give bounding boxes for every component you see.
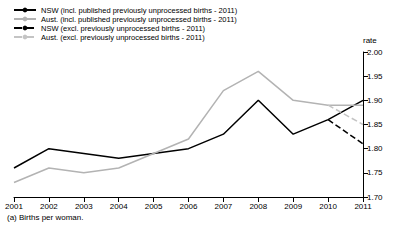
svg-text:2006: 2006 [180,202,198,211]
svg-text:rate: rate [363,36,377,45]
svg-text:2.00: 2.00 [367,48,383,57]
svg-text:1.90: 1.90 [367,96,383,105]
svg-text:1.85: 1.85 [367,120,383,129]
svg-text:(a) Births per woman.: (a) Births per woman. [7,213,83,222]
svg-text:1.75: 1.75 [367,168,383,177]
svg-text:2011: 2011 [354,202,372,211]
svg-text:NSW (excl. previously unproces: NSW (excl. previously unprocessed births… [41,24,206,33]
svg-text:2002: 2002 [40,202,58,211]
svg-text:NSW (incl. published previousl: NSW (incl. published previously unproces… [41,6,238,15]
svg-text:Aust. (excl. previously unproc: Aust. (excl. previously unprocessed birt… [41,33,205,42]
svg-text:2009: 2009 [284,202,302,211]
svg-text:2008: 2008 [249,202,267,211]
svg-text:2004: 2004 [110,202,128,211]
svg-text:2003: 2003 [75,202,93,211]
svg-text:2007: 2007 [215,202,233,211]
svg-text:2001: 2001 [5,202,23,211]
svg-text:1.80: 1.80 [367,144,383,153]
svg-text:Aust. (incl. published previou: Aust. (incl. published previously unproc… [41,15,237,24]
svg-text:1.95: 1.95 [367,72,383,81]
svg-text:1.70: 1.70 [367,193,383,202]
svg-text:2005: 2005 [145,202,163,211]
svg-text:2010: 2010 [319,202,337,211]
